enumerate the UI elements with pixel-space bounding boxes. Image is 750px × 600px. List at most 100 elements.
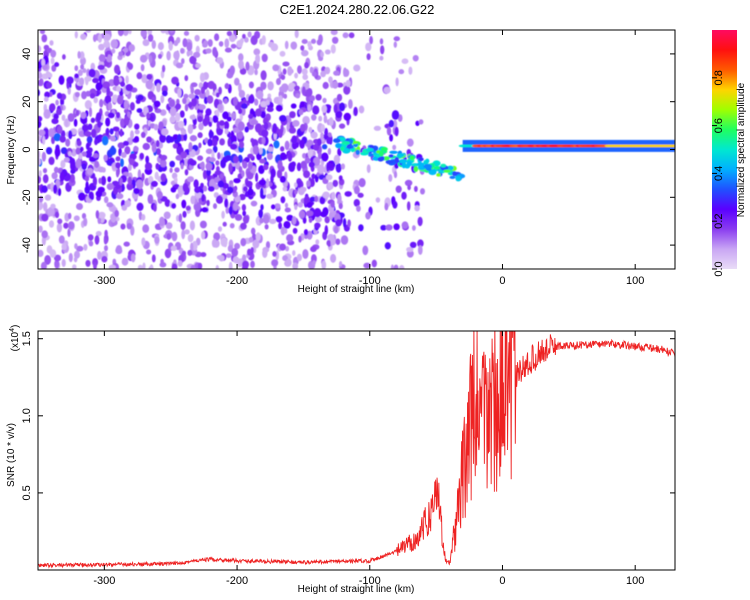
noise-cell (126, 222, 132, 230)
noise-cell (224, 154, 232, 162)
noise-cell (146, 136, 152, 143)
noise-cell (267, 146, 274, 152)
noise-cell (134, 123, 140, 130)
noise-cell (215, 195, 224, 204)
noise-cell (103, 154, 108, 162)
noise-cell (101, 255, 108, 263)
noise-cell (79, 51, 85, 60)
noise-cell (296, 253, 303, 262)
noise-cell (237, 121, 245, 131)
noise-cell (140, 30, 147, 38)
noise-cell (189, 55, 197, 65)
noise-cell (292, 250, 296, 256)
noise-cell (48, 128, 55, 138)
noise-cell (254, 172, 259, 182)
noise-cell (99, 98, 104, 108)
noise-cell (200, 182, 204, 190)
noise-cell (306, 202, 313, 209)
noise-cell (200, 252, 207, 258)
noise-cell (123, 140, 130, 146)
noise-cell (74, 243, 78, 250)
noise-cell (242, 161, 248, 169)
noise-cell (177, 134, 182, 142)
noise-cell (135, 179, 144, 190)
noise-cell (335, 110, 343, 119)
noise-cell (118, 51, 124, 57)
noise-cell (240, 222, 247, 230)
noise-cell (269, 218, 277, 225)
noise-cell (318, 115, 323, 122)
noise-cell (348, 99, 353, 109)
noise-cell (141, 213, 146, 221)
noise-cell (386, 126, 392, 136)
noise-cell (365, 211, 371, 220)
noise-cell (165, 135, 172, 144)
noise-cell (322, 97, 327, 104)
noise-cell (184, 103, 189, 112)
noise-cell (285, 258, 292, 267)
noise-cell (264, 224, 269, 230)
noise-cell (175, 193, 180, 200)
noise-cell (394, 126, 399, 137)
noise-cell (139, 152, 145, 160)
noise-cell (228, 162, 233, 173)
noise-cell (184, 229, 190, 235)
chart-title: C2E1.2024.280.22.06.G22 (280, 2, 435, 17)
noise-cell (169, 115, 176, 124)
noise-cell (190, 86, 195, 95)
noise-cell (75, 158, 82, 169)
spectrogram-heatmap (38, 30, 675, 269)
noise-cell (84, 76, 92, 82)
noise-cell (243, 98, 247, 104)
noise-cell (242, 33, 246, 39)
noise-cell (198, 142, 202, 149)
noise-cell (258, 209, 264, 219)
noise-cell (366, 164, 371, 173)
noise-cell (142, 39, 150, 47)
noise-cell (358, 105, 365, 114)
noise-cell (388, 174, 393, 182)
noise-cell (258, 147, 263, 155)
noise-cell (38, 129, 46, 137)
noise-cell (232, 202, 239, 211)
noise-cell (73, 256, 78, 263)
noise-cell (56, 125, 63, 134)
noise-cell (181, 58, 185, 65)
noise-cell (255, 232, 261, 242)
noise-cell (393, 36, 401, 42)
noise-cell (187, 124, 194, 135)
snr-x-label: Height of straight line (km) (298, 584, 415, 595)
noise-cell (156, 83, 161, 93)
noise-cell (62, 54, 66, 60)
noise-cell (261, 53, 268, 63)
noise-cell (308, 161, 315, 168)
noise-cell (159, 159, 167, 168)
noise-cell (263, 121, 269, 131)
noise-cell (218, 86, 222, 95)
noise-cell (97, 120, 102, 128)
noise-cell (310, 178, 315, 185)
noise-cell (43, 202, 48, 212)
noise-cell (38, 45, 42, 53)
noise-cell (157, 42, 164, 51)
noise-cell (166, 233, 171, 240)
noise-cell (227, 138, 232, 147)
noise-cell (259, 217, 264, 224)
noise-cell (393, 41, 397, 48)
noise-cell (97, 186, 106, 193)
noise-cell (384, 202, 389, 211)
noise-cell (140, 131, 146, 139)
noise-cell (48, 220, 55, 228)
noise-cell (320, 70, 326, 78)
noise-cell (215, 160, 220, 166)
noise-cell (103, 196, 109, 204)
trace-cell (365, 147, 374, 152)
noise-cell (80, 111, 87, 119)
noise-cell (188, 141, 193, 152)
noise-cell (57, 188, 62, 196)
noise-cell (98, 54, 106, 62)
noise-cell (85, 259, 91, 267)
noise-cell (208, 121, 213, 127)
noise-cell (300, 123, 306, 132)
noise-cell (311, 71, 317, 77)
